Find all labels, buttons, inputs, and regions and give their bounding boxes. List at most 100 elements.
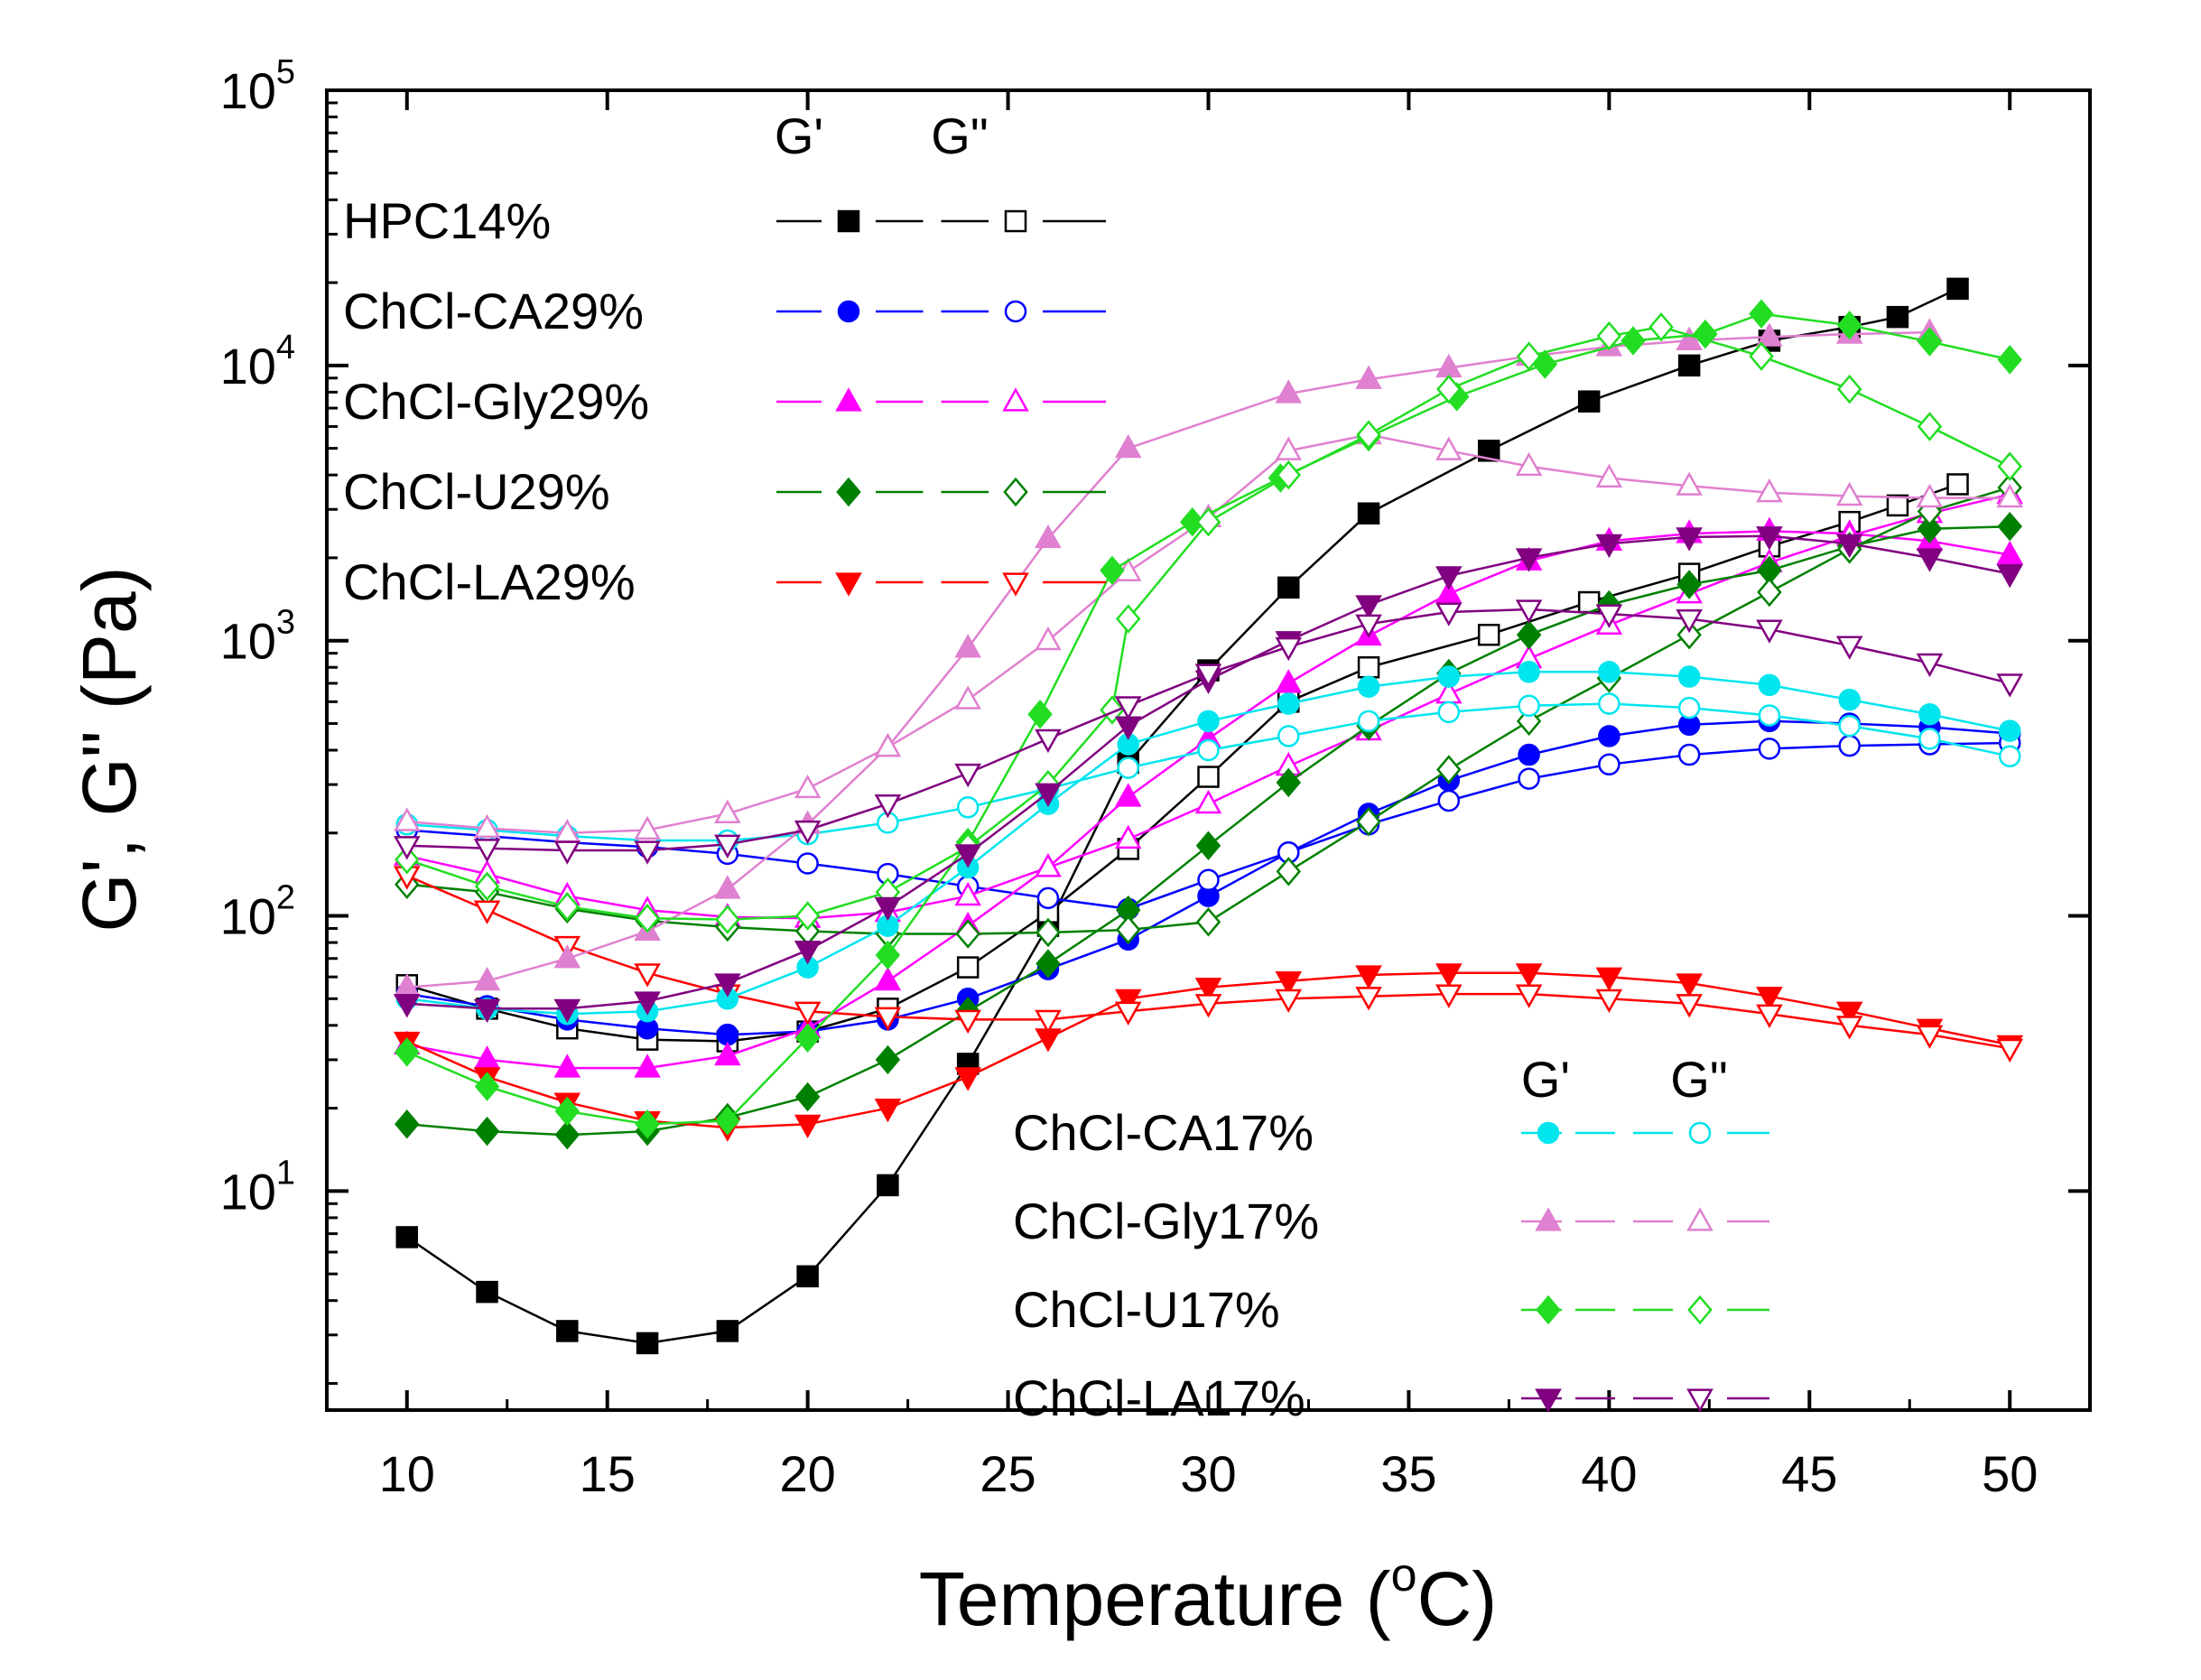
legend-label-chcl-ca29: ChCl-CA29%: [343, 283, 644, 339]
data-point-chcl-gly17-gpp-3: [634, 815, 661, 840]
x-axis-title: Temperature (oC): [919, 1549, 1497, 1641]
data-point-chcl-gly29-gpp-10: [1194, 789, 1222, 814]
series-chcl-u17-gp: [395, 299, 2022, 1139]
data-point-chcl-la29-gpp-20: [1996, 1038, 2024, 1063]
data-point-chcl-la17-gpp-18: [1835, 636, 1863, 660]
legend-marker-hpc14-gp: [837, 209, 860, 233]
data-point-chcl-ca29-gpp-15: [1598, 753, 1621, 776]
data-point-chcl-u29-gp-16: [1676, 570, 1702, 599]
data-point-chcl-la17-gpp-7: [954, 763, 981, 788]
data-point-hpc14-gp-15: [1677, 354, 1701, 377]
data-point-chcl-u29-gpp-9: [1115, 914, 1141, 945]
data-point-chcl-gly17-gpp-7: [954, 685, 981, 710]
data-point-chcl-la17-gp-20: [1996, 564, 2024, 589]
data-point-hpc14-gp-14: [1577, 390, 1601, 413]
data-point-chcl-u29-gpp-7: [955, 919, 980, 949]
data-point-chcl-gly17-gpp-20: [1996, 483, 2024, 508]
data-point-chcl-la17-gp-2: [553, 998, 581, 1024]
legend-label-hpc14: HPC14%: [343, 192, 551, 249]
data-point-chcl-u29-gp-10: [1195, 831, 1221, 860]
data-point-chcl-u17-gpp-2: [554, 892, 580, 922]
legend-marker-chcl-la17-gp: [1535, 1388, 1562, 1413]
legend-marker-chcl-gly17-gpp: [1686, 1207, 1713, 1231]
data-point-chcl-la29-gpp-19: [1916, 1025, 1944, 1049]
data-point-chcl-la17-gp-7: [954, 844, 981, 868]
data-point-chcl-gly29-gp-4: [714, 1041, 741, 1066]
data-point-chcl-ca17-gp-13: [1437, 665, 1461, 688]
data-point-hpc14-gp-19: [1946, 277, 1969, 301]
data-point-chcl-ca17-gpp-20: [1998, 745, 2021, 768]
data-point-chcl-ca17-gp-15: [1598, 661, 1621, 683]
data-point-chcl-la17-gp-14: [1515, 548, 1543, 572]
data-point-chcl-la17-gp-1: [473, 998, 501, 1024]
data-point-chcl-la17-gp-0: [393, 994, 421, 1018]
data-point-hpc14-gpp-18: [1886, 494, 1909, 517]
data-point-chcl-u17-gpp-16: [1596, 320, 1622, 351]
data-point-chcl-la29-gp-18: [1835, 1001, 1863, 1026]
data-point-chcl-ca17-gpp-12: [1357, 710, 1380, 733]
legend-marker-chcl-la29-gpp: [1002, 572, 1029, 597]
data-point-chcl-gly17-gp-15: [1676, 326, 1703, 351]
data-point-chcl-u29-gpp-10: [1195, 907, 1221, 937]
x-tick-label-10: 10: [379, 1445, 435, 1502]
data-point-chcl-ca17-gpp-19: [1918, 728, 1941, 750]
data-point-chcl-ca29-gpp-13: [1437, 789, 1461, 812]
data-point-chcl-u17-gp-1: [474, 1072, 500, 1101]
data-point-chcl-ca29-gpp-14: [1518, 767, 1540, 790]
data-point-chcl-gly17-gpp-15: [1595, 463, 1623, 488]
series-line-chcl-gly17-gp: [406, 330, 1930, 989]
data-point-chcl-la29-gpp-13: [1435, 984, 1463, 1008]
legend-label-chcl-gly29: ChCl-Gly29%: [343, 373, 649, 430]
data-point-chcl-u17-gp-3: [635, 1109, 660, 1139]
data-point-chcl-la17-gp-17: [1756, 526, 1783, 551]
data-point-chcl-la29-gp-7: [954, 1067, 981, 1091]
data-point-chcl-u29-gp-14: [1516, 619, 1542, 650]
legend-header-gp-1: G': [775, 107, 823, 164]
data-point-chcl-ca17-gpp-9: [1117, 756, 1139, 779]
data-point-chcl-la29-gp-16: [1676, 973, 1703, 998]
x-tick-label-15: 15: [580, 1445, 636, 1502]
x-tick-label-25: 25: [980, 1445, 1035, 1502]
data-point-chcl-la29-gp-17: [1756, 987, 1783, 1011]
legend-label-chcl-ca17: ChCl-CA17%: [1013, 1104, 1314, 1161]
data-point-chcl-la17-gp-8: [1035, 783, 1062, 807]
legend-marker-chcl-ca17-gp: [1537, 1121, 1560, 1145]
data-point-chcl-la29-gpp-6: [874, 1007, 902, 1032]
series-chcl-u17-gpp: [395, 311, 2022, 934]
legend-header-gpp-2: G": [1670, 1051, 1727, 1108]
data-point-chcl-u17-gpp-4: [715, 905, 740, 934]
data-point-chcl-gly29-gp-6: [874, 966, 902, 991]
series-line-hpc14-gpp: [406, 483, 1958, 1043]
data-point-chcl-u17-gpp-10: [1115, 604, 1141, 634]
data-point-chcl-ca17-gpp-17: [1758, 704, 1781, 727]
data-point-hpc14-gp-3: [636, 1332, 659, 1355]
data-point-chcl-ca17-gp-19: [1918, 703, 1941, 726]
data-point-chcl-ca17-gp-11: [1277, 692, 1300, 715]
data-point-chcl-gly17-gp-1: [473, 966, 501, 991]
data-point-chcl-gly17-gp-8: [1035, 524, 1062, 549]
y-tick-label-4: 104: [220, 329, 295, 394]
y-tick-label-3: 103: [220, 604, 295, 670]
legend-marker-chcl-la17-gpp: [1686, 1388, 1713, 1413]
data-point-chcl-la29-gpp-18: [1835, 1016, 1863, 1040]
data-point-chcl-ca17-gp-14: [1518, 661, 1540, 683]
data-point-chcl-la17-gp-9: [1114, 716, 1142, 740]
legend-marker-chcl-u17-gp: [1536, 1295, 1561, 1325]
y-tick-label-5: 105: [220, 53, 295, 119]
data-point-chcl-la29-gpp-3: [634, 963, 661, 988]
data-point-chcl-la17-gpp-2: [553, 840, 581, 865]
data-point-chcl-gly17-gpp-17: [1756, 478, 1783, 503]
y-tick-label-1: 101: [220, 1154, 295, 1220]
data-point-chcl-la17-gpp-12: [1355, 614, 1382, 638]
data-point-chcl-la29-gpp-1: [473, 900, 501, 924]
data-point-chcl-u17-gp-0: [395, 1037, 420, 1067]
data-point-chcl-la17-gpp-8: [1035, 729, 1062, 754]
data-point-chcl-u17-gpp-17: [1648, 311, 1674, 342]
data-point-chcl-u17-gp-15: [1621, 326, 1646, 356]
data-point-chcl-ca17-gpp-18: [1838, 714, 1861, 738]
legend-marker-chcl-u29-gpp: [1003, 477, 1028, 507]
data-point-chcl-ca29-gpp-17: [1758, 738, 1781, 760]
data-point-chcl-la29-gpp-11: [1275, 989, 1303, 1014]
legend-marker-chcl-la29-gp: [835, 572, 862, 597]
